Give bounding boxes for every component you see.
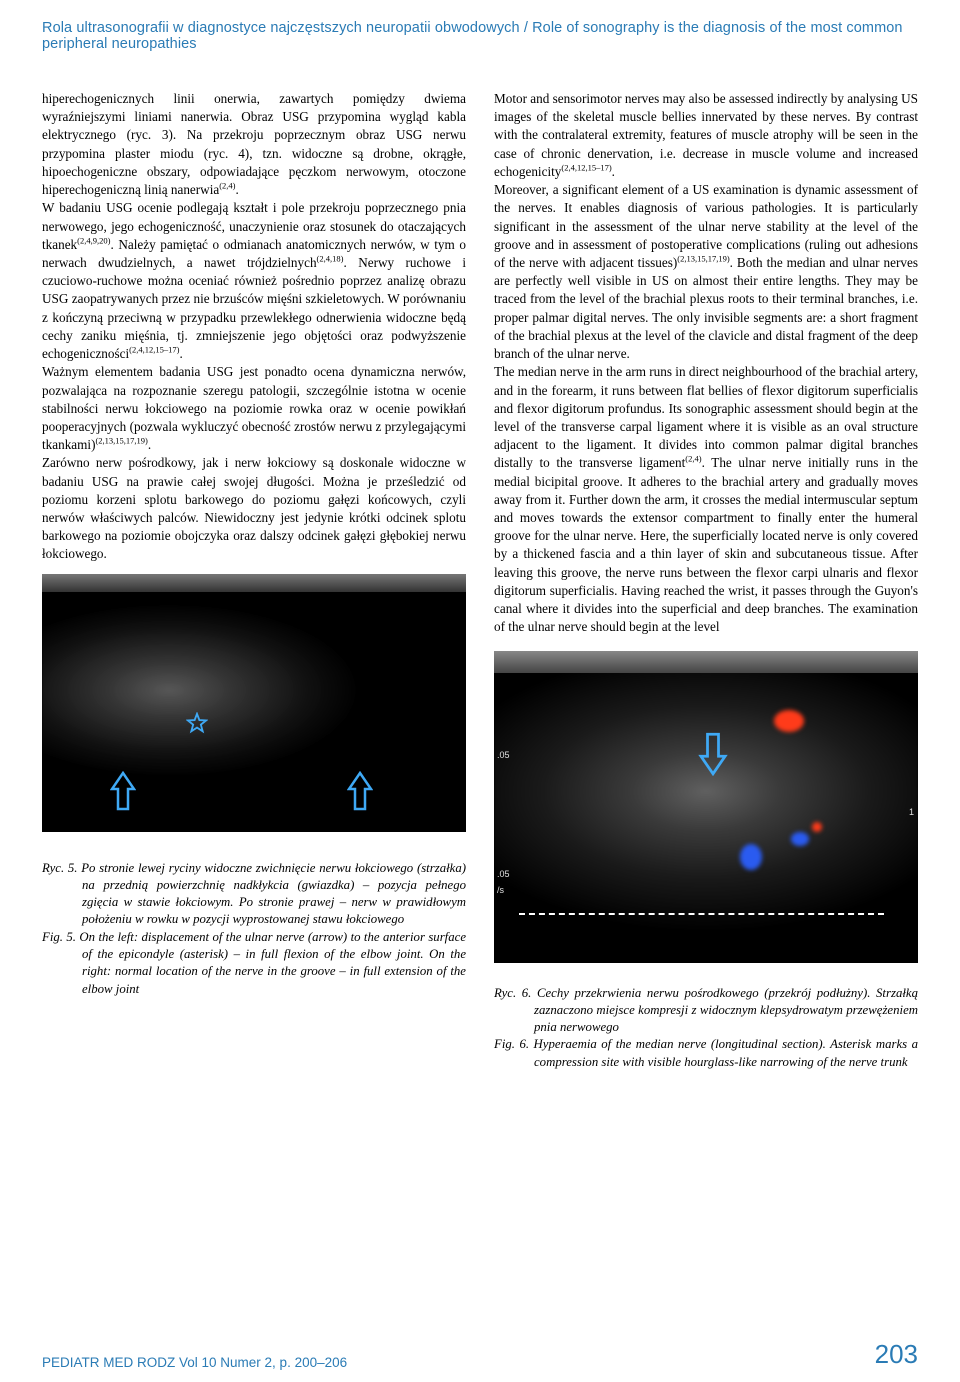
- fig6-label-pl: Ryc. 6.: [494, 986, 531, 1000]
- ultrasound-texture: [42, 574, 466, 832]
- doppler-spot: [774, 710, 804, 732]
- scale-tick: .05: [497, 750, 510, 760]
- figure-6-image: .05 .05 /s 1: [494, 651, 918, 963]
- dashed-line: [519, 913, 884, 915]
- content-columns: hiperechogenicznych linii onerwia, zawar…: [42, 90, 918, 1071]
- arrow-down-icon: [698, 732, 728, 776]
- scale-tick: 1: [909, 807, 914, 817]
- right-body-text: Motor and sensorimotor nerves may also b…: [494, 90, 918, 637]
- figure-5-caption: Ryc. 5. Po stronie lewej ryciny widoczne…: [42, 860, 466, 998]
- arrow-icon: [110, 771, 136, 811]
- fig5-label-pl: Ryc. 5.: [42, 861, 77, 875]
- footer-citation: PEDIATR MED RODZ Vol 10 Numer 2, p. 200–…: [42, 1355, 347, 1370]
- scale-tick: .05: [497, 869, 510, 879]
- fig6-text-pl: Cechy przekrwienia nerwu pośrodkowego (p…: [534, 986, 918, 1035]
- figure-6-caption: Ryc. 6. Cechy przekrwienia nerwu pośrodk…: [494, 985, 918, 1071]
- star-icon: [186, 712, 208, 734]
- page-footer: PEDIATR MED RODZ Vol 10 Numer 2, p. 200–…: [42, 1339, 918, 1370]
- arrow-icon: [347, 771, 373, 811]
- page-number: 203: [875, 1339, 918, 1370]
- skin-line: [42, 574, 466, 592]
- left-column: hiperechogenicznych linii onerwia, zawar…: [42, 90, 466, 1071]
- doppler-spot: [791, 832, 809, 846]
- scale-tick: /s: [497, 885, 504, 895]
- fig5-text-en: On the left: displacement of the ulnar n…: [79, 930, 466, 996]
- fig5-text-pl: Po stronie lewej ryciny widoczne zwichni…: [81, 861, 466, 927]
- skin-line: [494, 651, 918, 673]
- running-header: Rola ultrasonografii w diagnostyce najcz…: [42, 20, 918, 52]
- fig6-text-en: Hyperaemia of the median nerve (longitud…: [534, 1037, 918, 1068]
- ultrasound-texture: [494, 651, 918, 963]
- fig6-label-en: Fig. 6.: [494, 1037, 529, 1051]
- doppler-spot: [740, 844, 762, 870]
- left-body-text: hiperechogenicznych linii onerwia, zawar…: [42, 90, 466, 564]
- right-column: Motor and sensorimotor nerves may also b…: [494, 90, 918, 1071]
- figure-5-image: [42, 574, 466, 832]
- fig5-label-en: Fig. 5.: [42, 930, 76, 944]
